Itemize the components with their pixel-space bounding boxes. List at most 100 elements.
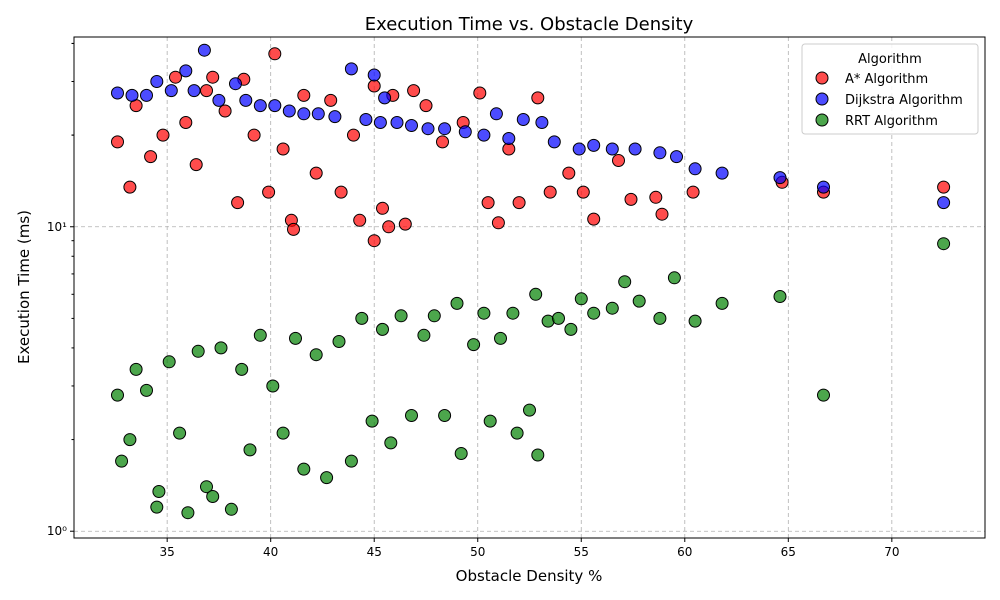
data-point xyxy=(516,113,530,126)
data-point xyxy=(688,314,702,328)
data-point xyxy=(206,70,220,84)
data-point xyxy=(587,138,601,152)
data-point xyxy=(224,502,238,516)
data-point xyxy=(243,443,257,457)
data-point xyxy=(373,116,387,129)
data-point xyxy=(562,166,576,180)
data-point xyxy=(355,311,369,325)
data-point xyxy=(483,414,497,428)
legend: Algorithm A* Algorithm Dijkstra Algorithm… xyxy=(801,43,979,135)
data-point xyxy=(144,150,158,164)
data-point xyxy=(200,84,213,98)
data-point xyxy=(111,135,124,149)
data-point xyxy=(140,383,153,397)
data-point xyxy=(276,426,290,440)
data-point xyxy=(649,190,663,204)
data-point xyxy=(129,362,143,376)
data-point xyxy=(347,128,360,142)
data-point xyxy=(367,234,381,248)
data-point xyxy=(365,414,379,428)
data-point xyxy=(427,309,441,323)
x-tick-label: 50 xyxy=(470,545,485,559)
data-point xyxy=(309,166,323,180)
data-point xyxy=(287,222,300,236)
data-point xyxy=(407,84,421,98)
data-point xyxy=(169,70,182,84)
data-point xyxy=(436,135,449,149)
data-point xyxy=(605,301,619,315)
data-point xyxy=(191,344,205,358)
data-point xyxy=(405,119,418,132)
data-point xyxy=(618,275,632,289)
x-tick-label: 55 xyxy=(574,545,589,559)
series-rrt-algorithm xyxy=(111,237,951,520)
data-point xyxy=(324,93,338,107)
data-point xyxy=(653,311,667,325)
data-point xyxy=(344,454,358,468)
data-point xyxy=(328,110,342,124)
data-point xyxy=(572,142,586,156)
data-point xyxy=(189,158,203,172)
data-point xyxy=(297,88,311,102)
data-point xyxy=(417,328,431,342)
data-point xyxy=(179,116,193,129)
data-point xyxy=(123,180,137,194)
data-point xyxy=(156,128,170,142)
data-point xyxy=(655,207,669,221)
data-point xyxy=(212,93,226,107)
data-point xyxy=(384,436,398,450)
data-point xyxy=(111,86,124,100)
data-point xyxy=(262,185,276,199)
data-point xyxy=(332,335,346,348)
data-point xyxy=(686,185,700,199)
data-point xyxy=(382,220,396,234)
data-point xyxy=(214,341,228,355)
data-point xyxy=(378,91,392,105)
data-point xyxy=(489,107,503,121)
data-point xyxy=(173,426,187,440)
data-point xyxy=(506,306,520,320)
data-point xyxy=(438,409,452,422)
data-point xyxy=(481,196,495,210)
data-point xyxy=(450,296,464,310)
data-point xyxy=(531,448,545,462)
data-point xyxy=(477,128,491,142)
data-point xyxy=(467,338,481,352)
data-point xyxy=(197,43,211,57)
plot-marks xyxy=(111,43,951,520)
data-point xyxy=(458,125,472,139)
data-point xyxy=(576,185,590,199)
data-point xyxy=(477,306,491,320)
data-point xyxy=(367,68,381,82)
data-point xyxy=(150,500,164,514)
x-tick-label: 35 xyxy=(160,545,175,559)
data-point xyxy=(543,185,557,199)
data-point xyxy=(523,403,536,417)
data-point xyxy=(535,116,549,129)
data-point xyxy=(624,192,638,206)
data-point xyxy=(111,388,124,402)
data-point xyxy=(152,485,166,498)
chart-title: Execution Time vs. Obstacle Density xyxy=(365,14,694,35)
data-point xyxy=(268,99,282,113)
data-point xyxy=(937,196,951,210)
y-tick-label: 10⁰ xyxy=(47,524,67,538)
data-point xyxy=(297,462,311,476)
data-point xyxy=(320,471,334,485)
legend-title: Algorithm xyxy=(858,52,922,67)
data-point xyxy=(438,122,452,136)
data-point xyxy=(587,306,601,320)
data-point xyxy=(239,93,253,107)
data-point xyxy=(297,107,311,121)
data-point xyxy=(937,237,951,251)
legend-marker xyxy=(815,92,829,106)
data-point xyxy=(115,454,129,468)
data-point xyxy=(367,79,381,93)
data-point xyxy=(376,201,389,215)
data-point xyxy=(206,490,220,503)
data-point xyxy=(937,180,951,194)
data-point xyxy=(587,212,601,226)
data-point xyxy=(253,328,267,342)
data-point xyxy=(454,447,468,460)
